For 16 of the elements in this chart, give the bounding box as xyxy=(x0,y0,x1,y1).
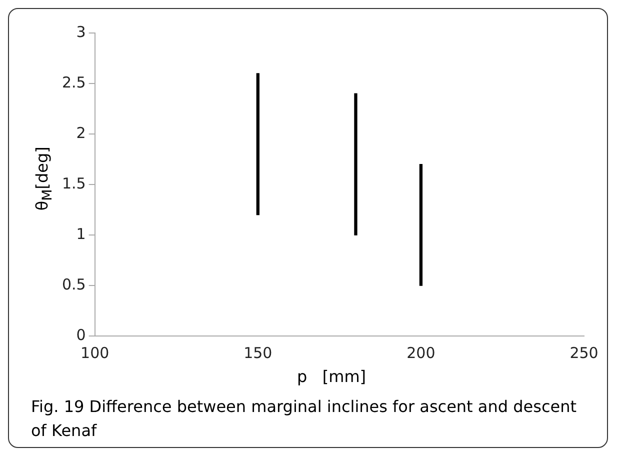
x-tick-label: 250 xyxy=(570,344,598,362)
y-tick-label: 3 xyxy=(76,22,86,41)
x-tick-label: 150 xyxy=(244,344,272,362)
x-axis-title: p [mm] xyxy=(296,367,368,386)
y-tick-label: 2 xyxy=(76,124,86,142)
y-tick-label: 1.5 xyxy=(62,174,86,192)
caption: Fig. 19 Difference between marginal inclines for ascent and descent of Kenaf xyxy=(31,396,578,442)
bar xyxy=(419,164,423,286)
y-tick-label: 0 xyxy=(76,326,86,344)
bar xyxy=(256,73,260,216)
y-tick-label: 2.5 xyxy=(62,73,86,92)
bar xyxy=(354,93,358,236)
y-tick-label: 1 xyxy=(76,224,86,243)
x-tick-label: 100 xyxy=(80,344,110,362)
x-tick-label: 200 xyxy=(406,344,436,362)
y-tick-label: 0.5 xyxy=(62,275,86,294)
